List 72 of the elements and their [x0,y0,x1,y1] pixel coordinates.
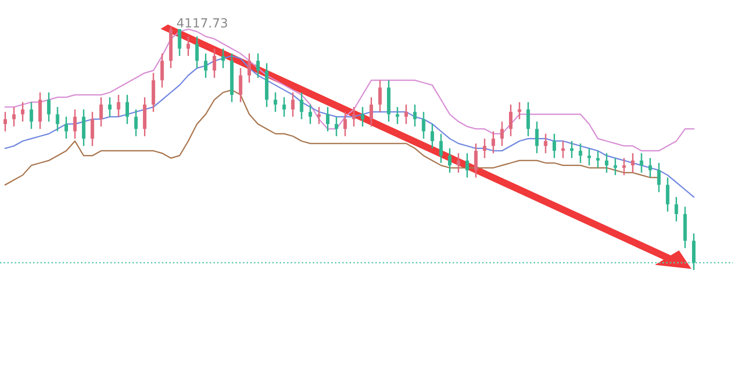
candlestick [526,101,530,137]
candlestick [108,96,112,118]
candlestick [99,96,103,128]
candlestick [692,232,696,271]
candlestick [238,67,242,103]
candlestick [604,152,608,174]
candlestick [73,108,77,140]
candlestick [334,116,338,137]
candlestick [291,92,295,118]
candlestick [596,150,600,169]
candlestick [430,123,434,150]
candlestick [186,36,190,57]
candlestick [248,52,252,84]
candlestick [500,120,504,147]
candlestick [160,52,164,88]
candlestick [343,111,347,137]
candlestick [561,140,565,159]
candlestick [657,162,661,193]
candlestick [90,111,94,147]
annotation: 4117.73 [176,18,228,28]
candlestick [20,101,24,122]
candlestick [38,92,42,130]
candlestick [578,142,582,164]
candlestick [456,152,460,174]
candlestick [256,52,260,79]
candlestick [448,148,452,174]
candlestick [422,111,426,140]
candlestick [518,101,522,120]
candlestick [640,152,644,174]
candlestick [544,133,548,154]
candlestick [204,52,208,79]
candlestick [82,108,86,147]
candlestick [631,152,635,174]
candlestick [274,92,278,113]
candlestick [474,142,478,178]
candlestick [413,104,417,128]
candlestick [282,96,286,118]
candlestick [666,176,670,212]
candlestick [648,157,652,178]
candlestick [221,48,225,69]
candlestick [492,130,496,154]
candlestick [12,106,16,128]
candlestick [134,108,138,137]
candlestick [439,133,443,164]
candlestick [64,116,68,140]
candlestick [465,152,469,178]
candlestick [212,48,216,79]
candlestick [552,133,556,159]
candlestick [116,94,120,118]
candlestick [30,101,34,130]
candlestick [482,138,486,159]
candlestick [404,104,408,125]
candlestick [378,80,382,113]
candlestick [300,92,304,120]
candlestick [622,157,626,176]
candlestick [178,28,182,57]
candlestick [56,106,60,132]
candlestick [535,120,539,154]
candlestick [370,96,374,128]
candlestick [308,104,312,125]
candlestick [326,106,330,132]
candlestick [126,94,129,125]
candlestick [352,106,356,128]
candlestick [509,104,512,137]
candlestick [570,140,574,159]
candlestick [587,148,591,166]
candlestick [360,106,364,128]
candlestick [195,36,199,69]
candlestick [674,196,678,222]
candlestick [3,111,7,132]
candlestick [47,92,51,122]
candlestick [614,157,618,176]
